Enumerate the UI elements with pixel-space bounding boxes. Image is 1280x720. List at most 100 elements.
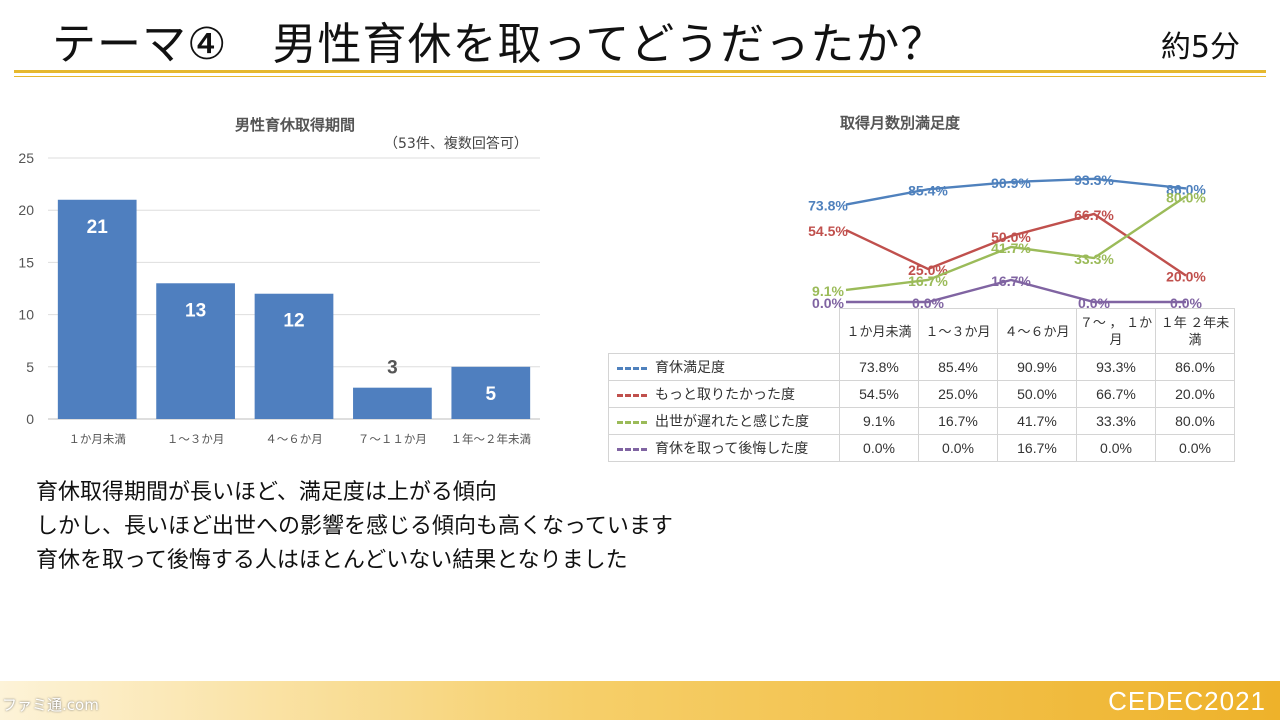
table-cell: 73.8% [839, 353, 919, 381]
table-row: 育休を取って後悔した度 0.0% 0.0% 16.7% 0.0% 0.0% [608, 434, 1235, 462]
title-divider-thin [14, 76, 1266, 77]
data-label: 80.0% [1166, 189, 1206, 205]
bar [57, 199, 137, 419]
data-label: 16.7% [991, 273, 1031, 289]
table-row: もっと取りたかった度 54.5% 25.0% 50.0% 66.7% 20.0% [608, 380, 1235, 408]
data-table: １か月未満 １～３か月 ４～６か月 ７～ ， １か月 １年 ２年未満 育休満足度… [608, 308, 1235, 462]
y-tick-label: 0 [26, 411, 34, 427]
table-header-cell: １～３か月 [918, 308, 998, 354]
bar-value-label: 5 [486, 384, 497, 405]
slide-title: テーマ④ 男性育休を取ってどうだったか？ [52, 19, 946, 70]
table-cell: 25.0% [918, 380, 998, 408]
table-cell: 16.7% [918, 407, 998, 435]
y-tick-label: 15 [18, 254, 34, 270]
footer-bar [0, 681, 1280, 720]
y-tick-label: 10 [18, 307, 34, 323]
x-tick-label: ７～１１か月 [358, 432, 427, 446]
title-divider [14, 70, 1266, 73]
table-cell: 41.7% [997, 407, 1077, 435]
data-label: 20.0% [1166, 269, 1206, 285]
legend-label: 育休満足度 [655, 359, 725, 375]
series-line [845, 177, 1187, 206]
watermark: ファミ通.com [2, 696, 99, 714]
table-header-cell: ４～６か月 [997, 308, 1077, 354]
table-cell: 90.9% [997, 353, 1077, 381]
bar-value-label: 3 [387, 358, 398, 379]
line-chart-title: 取得月数別満足度 [839, 115, 960, 132]
y-tick-label: 20 [18, 202, 34, 218]
line-chart-plot: 73.8% 85.4% 90.9% 93.3% 86.0% 54.5% 25.0% 50.0%… [808, 172, 1206, 311]
bar-value-label: 12 [283, 311, 304, 332]
bar [353, 387, 432, 419]
legend-label: 育休を取って後悔した度 [655, 440, 809, 456]
data-label: 54.5% [808, 223, 848, 239]
table-row: 出世が遅れたと感じた度 9.1% 16.7% 41.7% 33.3% 80.0% [608, 407, 1235, 435]
table-cell: 85.4% [918, 353, 998, 381]
table-row: 育休満足度 73.8% 85.4% 90.9% 93.3% 86.0% [608, 353, 1235, 381]
x-tick-label: ４～６か月 [265, 432, 323, 446]
legend-entry: 出世が遅れたと感じた度 [608, 407, 840, 435]
series-line [845, 212, 1187, 277]
table-cell: 0.0% [839, 434, 919, 462]
time-badge: 約5分 [1160, 30, 1240, 65]
data-label: 90.9% [991, 175, 1031, 191]
table-header-cell: ７～ ， １か月 [1076, 308, 1156, 354]
series-line [845, 195, 1187, 292]
data-label: 0.0% [1078, 295, 1110, 311]
table-cell: 93.3% [1076, 353, 1156, 381]
legend-entry: もっと取りたかった度 [608, 380, 840, 408]
data-label: 0.0% [912, 295, 944, 311]
table-header-cell: １年 ２年未満 [1155, 308, 1235, 354]
table-cell: 0.0% [1076, 434, 1156, 462]
table-cell: 86.0% [1155, 353, 1235, 381]
cedec-logo: CEDEC2021 [1108, 686, 1266, 716]
data-label: 9.1% [812, 283, 844, 299]
data-label: 0.0% [1170, 295, 1202, 311]
data-label: 25.0% [908, 262, 948, 278]
table-cell: 66.7% [1076, 380, 1156, 408]
x-tick-label: １か月未満 [68, 432, 126, 446]
table-cell: 0.0% [1155, 434, 1235, 462]
legend-label: 出世が遅れたと感じた度 [655, 413, 809, 429]
bar-chart-title: 男性育休取得期間 [234, 117, 355, 134]
bar [156, 283, 235, 419]
table-cell: 80.0% [1155, 407, 1235, 435]
data-label: 73.8% [808, 198, 848, 214]
data-label: 0.0% [812, 295, 844, 311]
legend-swatch [617, 420, 647, 424]
table-cell: 0.0% [918, 434, 998, 462]
bar [451, 366, 531, 419]
bar-chart-plot: 0 5 10 15 20 25 21 １か月未満 13 １～３か月 12 ４～６か月 3 ７～１１か月 5 １… [18, 150, 540, 446]
legend-swatch [617, 393, 647, 397]
bar-chart-note: （53件、複数回答可） [384, 136, 528, 152]
legend-entry: 育休満足度 [608, 353, 840, 381]
series-line [846, 278, 1186, 304]
summary-line-3: 育休を取って後悔する人はほとんどいない結果となりました [36, 548, 628, 573]
x-tick-label: １～３か月 [167, 432, 225, 446]
bar-chart: 男性育休取得期間 （53件、複数回答可） 0 5 10 15 20 25 21 １か月未満 13… [0, 100, 560, 460]
table-corner [609, 309, 840, 354]
table-header-row: １か月未満 １～３か月 ４～６か月 ７～ ， １か月 １年 ２年未満 [609, 308, 1235, 354]
line-chart: 取得月数別満足度 73.8% 85.4% 90.9% 93.3% 86.0% 54.5% 2… [600, 100, 1260, 470]
legend-swatch [617, 366, 647, 370]
bar [254, 293, 334, 419]
data-label: 86.0% [1166, 181, 1206, 197]
bar-value-label: 21 [87, 217, 109, 238]
data-label: 16.7% [908, 273, 948, 289]
table-cell: 33.3% [1076, 407, 1156, 435]
data-label: 33.3% [1074, 251, 1114, 267]
data-label: 93.3% [1074, 172, 1114, 188]
table-cell: 54.5% [839, 380, 919, 408]
data-label: 41.7% [991, 240, 1031, 256]
bar-value-label: 13 [185, 300, 206, 321]
table-cell: 9.1% [839, 407, 919, 435]
table-cell: 20.0% [1155, 380, 1235, 408]
summary-line-1: 育休取得期間が長いほど、満足度は上がる傾向 [36, 480, 497, 505]
legend-label: もっと取りたかった度 [655, 386, 795, 402]
x-tick-label: １年～２年未満 [451, 432, 532, 446]
y-tick-label: 5 [26, 359, 34, 375]
y-tick-label: 25 [18, 150, 34, 166]
data-label: 66.7% [1074, 207, 1114, 223]
data-label: 85.4% [908, 182, 948, 198]
data-label: 50.0% [991, 229, 1031, 245]
